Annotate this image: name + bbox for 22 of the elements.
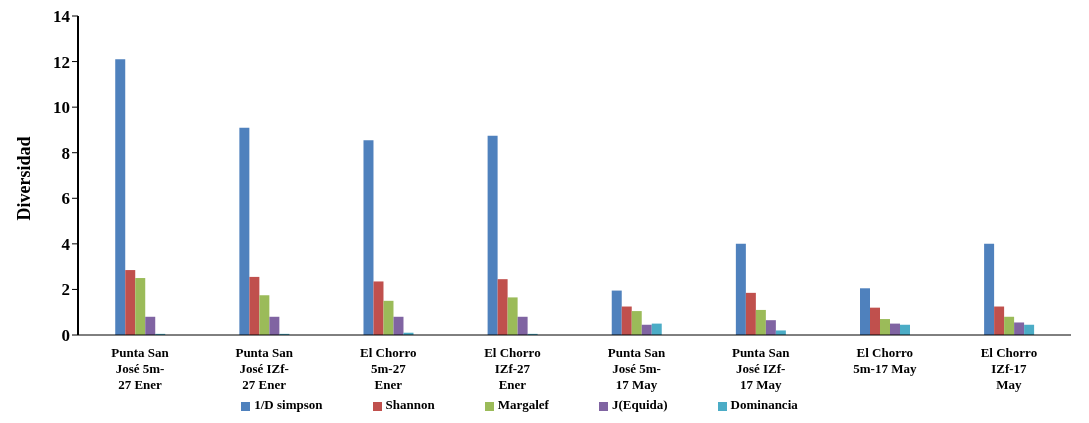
y-tick-label: 2 — [61, 280, 70, 300]
y-tick-label: 0 — [61, 326, 70, 346]
x-tick-label: El Chorro IZf-17 May — [980, 345, 1038, 392]
legend-label: J(Equida) — [611, 397, 668, 412]
x-tick-label: Punta San José 5m-17 May — [607, 345, 667, 392]
y-tick-label: 6 — [61, 189, 70, 209]
y-tick-label: 8 — [61, 143, 70, 163]
legend-label: Shannon — [385, 397, 435, 412]
y-tick-label: 12 — [53, 52, 70, 72]
legend-label: Margalef — [497, 397, 549, 412]
y-tick-label: 10 — [53, 98, 70, 118]
x-tick-label: Punta San José IZf-17 May — [731, 345, 791, 392]
legend-label: 1/D simpson — [254, 397, 323, 412]
x-tick-label: El Chorro 5m-17 May — [853, 345, 917, 376]
x-tick-label: El Chorro 5m-27 Ener — [360, 345, 417, 392]
y-tick-label: 14 — [53, 7, 71, 27]
x-tick-label: El Chorro IZf-27 Ener — [484, 345, 541, 392]
x-tick-label: Punta San José IZf-27 Ener — [235, 345, 294, 392]
legend-label: Dominancia — [730, 397, 798, 412]
x-tick-label: Punta San José 5m-27 Ener — [111, 345, 170, 392]
y-axis-title: Diversidad — [14, 136, 35, 221]
y-tick-label: 4 — [61, 234, 71, 254]
